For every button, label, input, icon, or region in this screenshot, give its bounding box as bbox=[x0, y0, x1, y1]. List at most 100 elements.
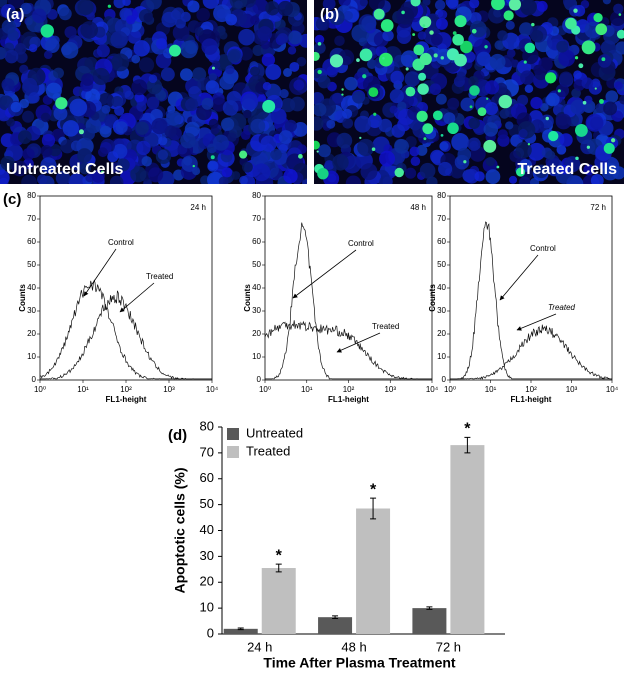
nucleus bbox=[18, 130, 32, 144]
y-tick-label: 40 bbox=[252, 283, 261, 292]
apoptotic-cell bbox=[595, 23, 608, 36]
apoptotic-cell bbox=[429, 30, 434, 35]
apoptotic-cell bbox=[317, 69, 322, 75]
apoptotic-cell bbox=[599, 99, 604, 104]
apoptotic-cell bbox=[78, 129, 84, 135]
nucleus bbox=[497, 129, 508, 140]
y-tick-label: 20 bbox=[200, 574, 214, 589]
x-axis-label: FL1-height bbox=[106, 395, 147, 404]
x-tick-label: 10² bbox=[343, 385, 355, 394]
nucleus bbox=[443, 112, 456, 125]
nucleus bbox=[485, 156, 496, 167]
arrow bbox=[499, 254, 539, 301]
bar bbox=[318, 617, 353, 634]
histograms: 0 10 20 30 40 50 60 70 80 10⁰ 10¹ 10² 10³ 10⁴ Counts FL… bbox=[18, 191, 619, 404]
nucleus bbox=[284, 119, 297, 132]
apoptotic-cell bbox=[582, 100, 587, 105]
plot-frame bbox=[264, 195, 433, 381]
apoptotic-cell bbox=[368, 87, 379, 97]
legend-swatch bbox=[227, 428, 239, 440]
nucleus bbox=[40, 112, 51, 123]
nucleus bbox=[438, 161, 453, 176]
nucleus bbox=[164, 125, 177, 138]
x-tick-label: 10³ bbox=[566, 385, 578, 394]
nucleus bbox=[538, 57, 553, 72]
y-tick-label: 40 bbox=[437, 283, 446, 292]
nucleus bbox=[278, 130, 293, 145]
nucleus bbox=[615, 41, 624, 55]
apoptotic-cell bbox=[575, 156, 579, 161]
nucleus bbox=[361, 15, 377, 31]
nucleus bbox=[222, 100, 239, 116]
nucleus bbox=[613, 3, 624, 14]
bar bbox=[450, 445, 485, 634]
apoptotic-cell bbox=[405, 67, 409, 71]
y-tick-label: 30 bbox=[200, 548, 214, 563]
x-axis-label: Time After Plasma Treatment bbox=[263, 655, 456, 671]
apoptotic-cell bbox=[413, 44, 425, 56]
apoptotic-cell bbox=[484, 45, 488, 49]
x-axis-label: FL1-height bbox=[328, 395, 369, 404]
nucleus bbox=[115, 121, 128, 134]
x-axis-label: FL1-height bbox=[511, 395, 552, 404]
nucleus bbox=[160, 67, 175, 82]
histogram-curve bbox=[450, 221, 612, 380]
nucleus bbox=[583, 164, 595, 176]
x-tick-label: 10¹ bbox=[301, 385, 313, 394]
y-tick-label: 60 bbox=[27, 237, 36, 246]
apoptotic-cell bbox=[498, 94, 513, 109]
nucleus bbox=[382, 29, 394, 42]
nucleus bbox=[559, 71, 573, 86]
nucleus bbox=[279, 88, 289, 99]
y-tick-label: 20 bbox=[27, 329, 36, 338]
nucleus bbox=[208, 118, 219, 129]
nucleus bbox=[53, 106, 68, 121]
y-tick-label: 0 bbox=[442, 375, 447, 384]
nucleus bbox=[558, 49, 576, 67]
y-tick-label: 0 bbox=[257, 375, 262, 384]
nucleus bbox=[314, 34, 325, 45]
apoptotic-cell bbox=[616, 29, 624, 39]
nucleus bbox=[409, 146, 420, 157]
nucleus bbox=[202, 0, 220, 9]
significance-marker: * bbox=[464, 421, 471, 438]
y-tick-label: 0 bbox=[32, 375, 37, 384]
nucleus bbox=[148, 74, 158, 84]
nucleus bbox=[207, 160, 219, 172]
nucleus bbox=[546, 92, 560, 107]
apoptotic-cell bbox=[168, 44, 181, 57]
apoptotic-cell bbox=[469, 105, 473, 109]
nucleus bbox=[194, 26, 204, 36]
nucleus bbox=[597, 54, 612, 68]
nucleus bbox=[391, 124, 406, 138]
y-tick-label: 60 bbox=[437, 237, 446, 246]
nucleus bbox=[213, 4, 231, 23]
error-bar bbox=[275, 563, 282, 573]
apoptotic-cell bbox=[524, 42, 536, 54]
nucleus bbox=[342, 108, 353, 119]
nucleus bbox=[483, 122, 499, 137]
nucleus bbox=[605, 90, 619, 103]
nucleus bbox=[136, 140, 151, 156]
nucleus bbox=[133, 40, 150, 57]
nucleus bbox=[332, 92, 343, 104]
apoptotic-cell bbox=[452, 33, 464, 46]
x-tick-label: 10⁰ bbox=[444, 385, 456, 394]
bar bbox=[412, 608, 447, 634]
nucleus bbox=[143, 12, 153, 23]
time-label: 72 h bbox=[590, 203, 606, 212]
y-tick-label: 50 bbox=[27, 260, 36, 269]
nucleus bbox=[505, 20, 515, 30]
nucleus bbox=[111, 95, 123, 108]
nucleus bbox=[141, 156, 152, 167]
panel-label: (b) bbox=[320, 6, 339, 23]
nucleus bbox=[584, 95, 593, 104]
nucleus bbox=[494, 40, 505, 50]
y-tick-label: 10 bbox=[437, 352, 446, 361]
nucleus bbox=[534, 164, 549, 179]
nucleus bbox=[570, 99, 586, 115]
nucleus bbox=[19, 98, 30, 109]
nucleus bbox=[155, 38, 168, 50]
nucleus bbox=[243, 109, 252, 119]
apoptotic-cell bbox=[101, 170, 105, 174]
